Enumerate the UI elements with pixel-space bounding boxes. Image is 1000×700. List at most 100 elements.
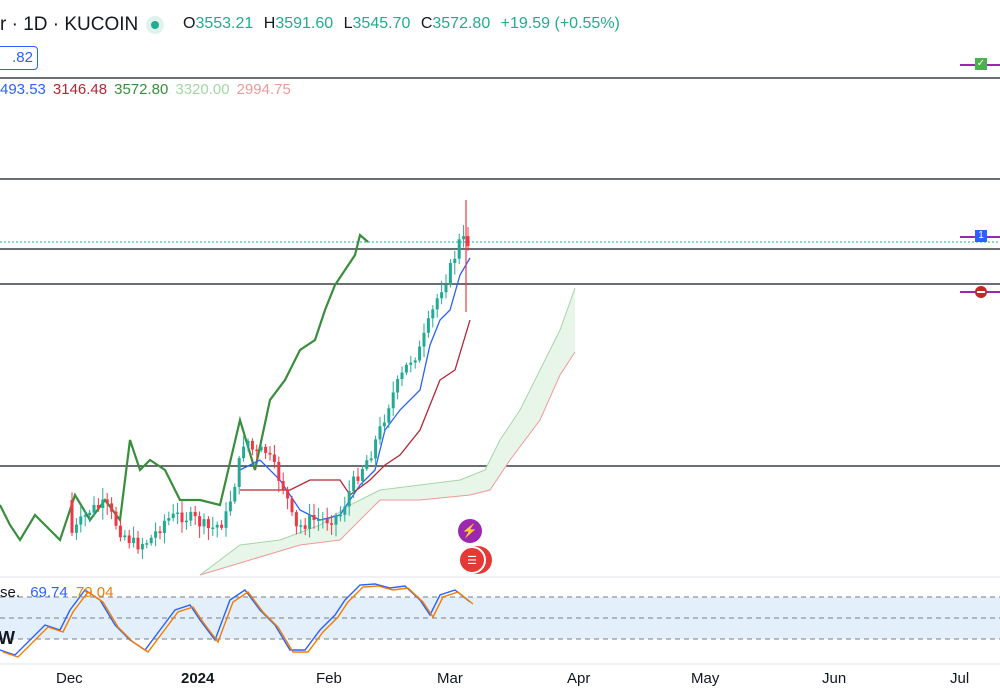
close-key: C (420, 15, 433, 32)
candle (382, 414, 386, 433)
chikou-line (0, 232, 369, 543)
us-flag-event-icon[interactable]: ☰ (458, 546, 486, 574)
candle (343, 496, 347, 522)
axis-dec: Dec (56, 670, 83, 687)
candle (79, 505, 83, 533)
axis-apr: Apr (567, 670, 591, 687)
change-value: +19.59 (+0.55%) (500, 15, 620, 32)
candle (369, 451, 373, 463)
rsi-legend: se. 69.74 79.04 (0, 584, 113, 601)
senkou-b-line (199, 351, 576, 576)
low-value: 3545.70 (352, 15, 411, 32)
candle (272, 444, 276, 469)
open-key: O (183, 15, 196, 32)
candle (444, 274, 448, 299)
candle (299, 519, 303, 534)
ichimoku-cloud (199, 287, 576, 576)
kijun-line (240, 319, 471, 496)
candle (105, 492, 109, 515)
axis-mar: Mar (437, 670, 463, 687)
chikou-value: 3572.80 (114, 81, 169, 98)
candles (70, 200, 470, 559)
candle (378, 416, 382, 445)
candle (413, 357, 417, 369)
candle (365, 455, 369, 472)
candle (136, 531, 140, 554)
label-1-icon[interactable]: 1 (960, 230, 1000, 243)
candle (360, 465, 364, 485)
candle (176, 502, 180, 525)
senkou-b-value: 2994.75 (236, 81, 291, 98)
candle (338, 506, 342, 522)
candle (462, 224, 466, 248)
candle (334, 512, 338, 537)
rsi-ma-line (2, 585, 474, 658)
candle (259, 443, 263, 453)
price-input-box[interactable]: .82 (0, 46, 38, 70)
candle (404, 362, 408, 376)
candle (325, 507, 329, 531)
candle (356, 467, 360, 485)
axis-jun: Jun (822, 670, 847, 687)
candle (237, 455, 241, 495)
symbol-title[interactable]: r · 1D · KUCOIN (0, 14, 139, 35)
candle (184, 512, 188, 530)
candle (453, 250, 457, 275)
candle (193, 506, 197, 526)
candle (255, 444, 259, 461)
high-value: 3591.60 (275, 15, 334, 32)
candle (264, 443, 268, 459)
rsi-value-1: 69.74 (30, 584, 68, 601)
candle (145, 539, 149, 549)
candle (312, 503, 316, 529)
close-value: 3572.80 (432, 15, 491, 32)
candle (290, 495, 294, 517)
candle (127, 529, 131, 549)
candle (352, 470, 356, 498)
chart-header: r · 1D · KUCOIN O3553.21 H3591.60 L3545.… (0, 0, 1000, 50)
candle (83, 510, 87, 527)
candle (440, 280, 444, 305)
label-1-text: 1 (975, 230, 987, 242)
axis-jul: Jul (950, 670, 970, 687)
candle (400, 366, 404, 387)
candle (308, 503, 312, 538)
check-alert-icon[interactable]: ✓ (960, 58, 1000, 71)
market-status-icon[interactable] (146, 16, 164, 34)
candle (215, 521, 219, 538)
tenkan-line (239, 257, 471, 521)
candle (426, 310, 430, 338)
rsi-line (0, 583, 471, 656)
candle (466, 227, 470, 251)
candle (228, 490, 232, 516)
candle (171, 504, 175, 522)
candle (330, 514, 334, 535)
candle (250, 438, 254, 456)
low-key: L (343, 15, 353, 32)
lightning-event-icon[interactable]: ⚡ (458, 519, 482, 543)
open-value: 3553.21 (195, 15, 254, 32)
rsi-label: se. (0, 584, 21, 601)
candle (101, 488, 105, 520)
axis-may: May (691, 670, 720, 687)
rsi-w-label: W (0, 628, 15, 648)
candle (167, 511, 171, 526)
candle (118, 519, 122, 542)
candle (158, 526, 162, 540)
candle (457, 233, 461, 264)
candle (149, 534, 153, 546)
candle (277, 456, 281, 493)
candle (387, 404, 391, 428)
rsi-lines (0, 583, 474, 658)
candle (374, 435, 378, 468)
candle (180, 501, 184, 533)
candle (96, 498, 100, 512)
candle (418, 340, 422, 363)
candle (268, 446, 272, 461)
candle (140, 537, 144, 559)
kijun-value: 3146.48 (52, 81, 108, 98)
minus-alert-icon[interactable] (960, 286, 1000, 298)
candle (110, 497, 114, 520)
candle (154, 522, 158, 547)
